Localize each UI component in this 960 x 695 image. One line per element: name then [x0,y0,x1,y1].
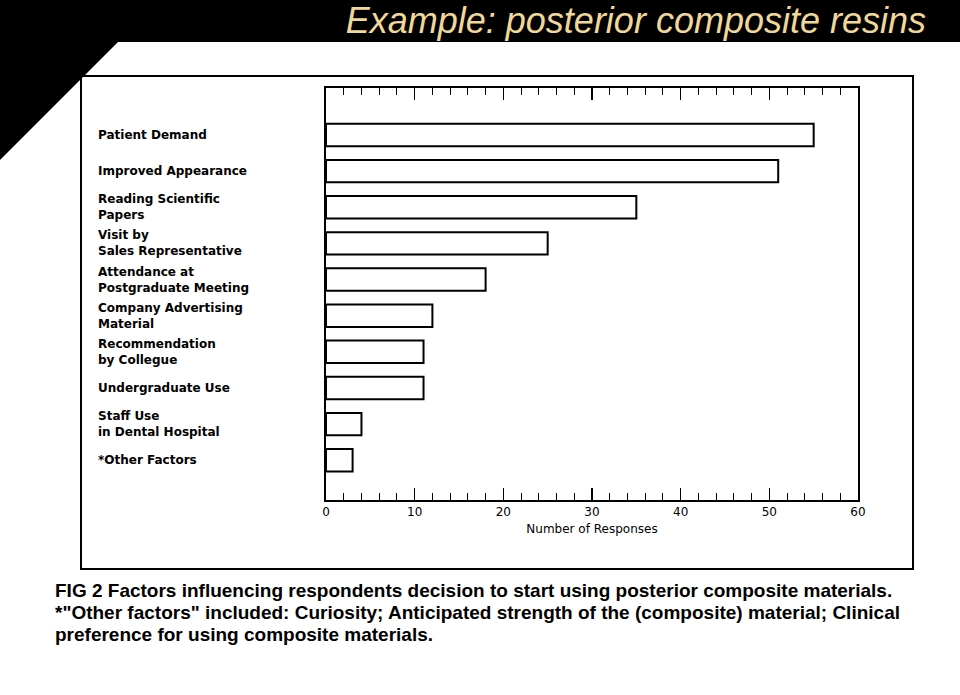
svg-text:0: 0 [322,505,330,519]
svg-text:Patient Demand: Patient Demand [98,128,207,142]
html-text:Example: posterior composite r: Example: posterior composite resins [345,0,926,41]
svg-text:10: 10 [407,505,422,519]
svg-text:*Other Factors: *Other Factors [98,453,197,467]
svg-text:60: 60 [850,505,865,519]
svg-text:20: 20 [496,505,511,519]
svg-text:Staff Usein Dental Hospital: Staff Usein Dental Hospital [98,409,220,439]
svg-text:Attendance atPostgraduate Meet: Attendance atPostgraduate Meeting [98,265,249,295]
svg-text:50: 50 [762,505,777,519]
html-text:FIG 2 Factors influencing resp: FIG 2 Factors influencing respondents de… [55,580,893,601]
svg-text:Company AdvertisingMaterial: Company AdvertisingMaterial [98,301,243,331]
svg-text:Improved Appearance: Improved Appearance [98,164,247,178]
svg-text:40: 40 [673,505,688,519]
svg-text:Reading ScientificPapers: Reading ScientificPapers [98,192,220,222]
svg-text:Visit bySales Representative: Visit bySales Representative [98,228,242,258]
svg-text:Undergraduate Use: Undergraduate Use [98,381,230,395]
svg-text:Recommendationby Collegue: Recommendationby Collegue [98,337,216,367]
svg-text:Number of Responses: Number of Responses [526,522,657,536]
html-text:*"Other factors" included: Cur: *"Other factors" included: Curiosity; An… [55,602,900,645]
svg-text:30: 30 [584,505,599,519]
